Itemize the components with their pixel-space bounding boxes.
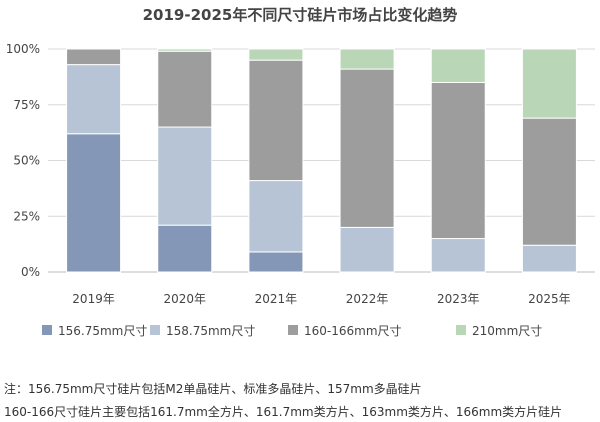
bar-segment — [430, 238, 486, 273]
bar-segment — [430, 81, 486, 240]
bar-segment — [157, 224, 213, 273]
x-axis-ticks: 2019年 2020年 2021年 2022年 2023年 2025年 — [72, 292, 570, 306]
x-tick-label: 2022年 — [346, 292, 389, 306]
stacked-bar-chart: 2019-2025年不同尺寸硅片市场占比变化趋势 0% 25% 50% 75% 100%… — [6, 6, 595, 338]
bar-segment — [521, 48, 577, 119]
legend-item: 156.75mm尺寸 — [42, 324, 147, 338]
x-tick-label: 2019年 — [72, 292, 115, 306]
x-tick-label: 2023年 — [437, 292, 480, 306]
legend-label: 158.75mm尺寸 — [166, 324, 255, 338]
x-tick-label: 2021年 — [255, 292, 298, 306]
legend-swatch — [288, 325, 298, 335]
y-tick-label: 100% — [6, 42, 40, 56]
footnote-2: 160-166尺寸硅片主要包括161.7mm全方片、161.7mm类方片、163… — [4, 405, 563, 419]
bar-segment — [521, 244, 577, 273]
bar-segment — [66, 48, 122, 66]
legend-swatch — [150, 325, 160, 335]
bar-segment — [339, 226, 395, 273]
legend-label: 210mm尺寸 — [472, 324, 542, 338]
gridlines — [48, 48, 595, 273]
y-tick-label: 75% — [13, 98, 40, 112]
bar-segment — [521, 117, 577, 246]
bar-segment — [157, 50, 213, 128]
legend-item: 210mm尺寸 — [456, 324, 542, 338]
bar-segment — [339, 48, 395, 70]
legend-item: 160-166mm尺寸 — [288, 324, 402, 338]
legend-label: 160-166mm尺寸 — [304, 324, 402, 338]
bar-segment — [66, 64, 122, 135]
x-tick-label: 2025年 — [528, 292, 571, 306]
y-tick-label: 0% — [21, 265, 40, 279]
bar-segment — [66, 133, 122, 273]
bar-segment — [339, 68, 395, 228]
legend-label: 156.75mm尺寸 — [58, 324, 147, 338]
footnote-1: 注：156.75mm尺寸硅片包括M2单晶硅片、标准多晶硅片、157mm多晶硅片 — [4, 382, 422, 396]
y-axis-ticks: 0% 25% 50% 75% 100% — [6, 42, 40, 279]
bar-segment — [248, 59, 304, 182]
bars — [66, 48, 577, 273]
x-tick-label: 2020年 — [163, 292, 206, 306]
bar-segment — [430, 48, 486, 83]
chart-title: 2019-2025年不同尺寸硅片市场占比变化趋势 — [143, 6, 458, 24]
bar-segment — [248, 251, 304, 273]
bar-segment — [248, 48, 304, 61]
legend: 156.75mm尺寸 158.75mm尺寸 160-166mm尺寸 210mm尺寸 — [42, 324, 542, 338]
legend-item: 158.75mm尺寸 — [150, 324, 255, 338]
y-tick-label: 50% — [13, 154, 40, 168]
y-tick-label: 25% — [13, 209, 40, 223]
legend-swatch — [42, 325, 52, 335]
bar-segment — [157, 48, 213, 52]
legend-swatch — [456, 325, 466, 335]
bar-segment — [157, 126, 213, 226]
bar-segment — [248, 180, 304, 253]
